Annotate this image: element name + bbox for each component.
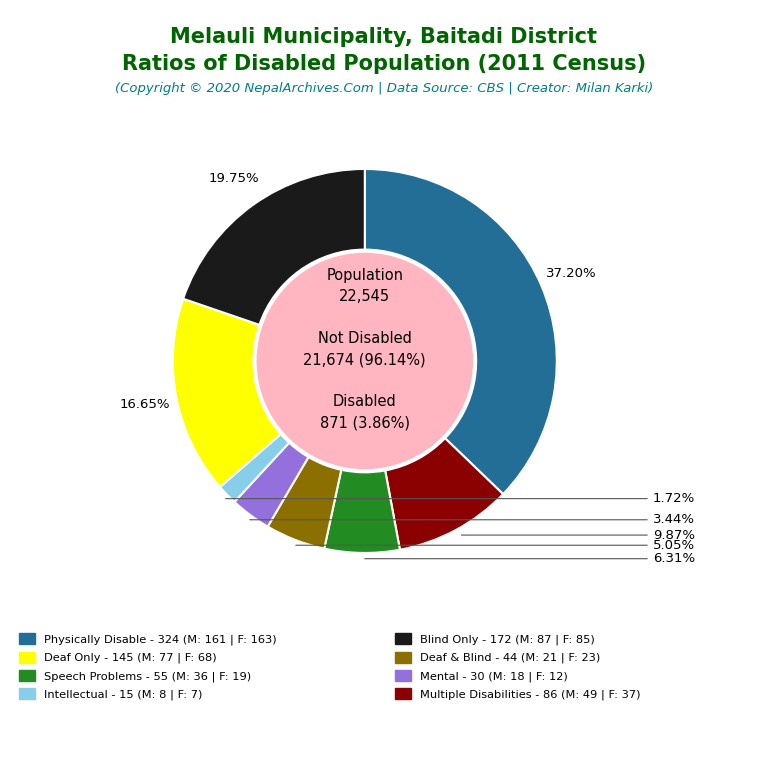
Text: (Copyright © 2020 NepalArchives.Com | Data Source: CBS | Creator: Milan Karki): (Copyright © 2020 NepalArchives.Com | Da…: [115, 82, 653, 95]
Wedge shape: [268, 457, 341, 548]
Legend: Blind Only - 172 (M: 87 | F: 85), Deaf & Blind - 44 (M: 21 | F: 23), Mental - 30: Blind Only - 172 (M: 87 | F: 85), Deaf &…: [389, 627, 647, 705]
Text: Melauli Municipality, Baitadi District: Melauli Municipality, Baitadi District: [170, 27, 598, 47]
Text: 19.75%: 19.75%: [209, 172, 260, 184]
Text: 6.31%: 6.31%: [365, 552, 695, 565]
Wedge shape: [324, 470, 400, 553]
Text: 16.65%: 16.65%: [119, 398, 170, 411]
Wedge shape: [234, 442, 309, 527]
Text: 9.87%: 9.87%: [462, 528, 695, 541]
Wedge shape: [220, 434, 290, 502]
Circle shape: [257, 253, 472, 468]
Wedge shape: [183, 169, 365, 325]
Wedge shape: [365, 169, 557, 494]
Text: 37.20%: 37.20%: [546, 266, 597, 280]
Wedge shape: [173, 299, 281, 487]
Text: 1.72%: 1.72%: [226, 492, 695, 505]
Wedge shape: [386, 439, 503, 550]
Text: Population
22,545

Not Disabled
21,674 (96.14%)

Disabled
871 (3.86%): Population 22,545 Not Disabled 21,674 (9…: [303, 269, 426, 430]
Text: Ratios of Disabled Population (2011 Census): Ratios of Disabled Population (2011 Cens…: [122, 54, 646, 74]
Text: 5.05%: 5.05%: [296, 538, 695, 551]
Text: 3.44%: 3.44%: [250, 513, 695, 526]
